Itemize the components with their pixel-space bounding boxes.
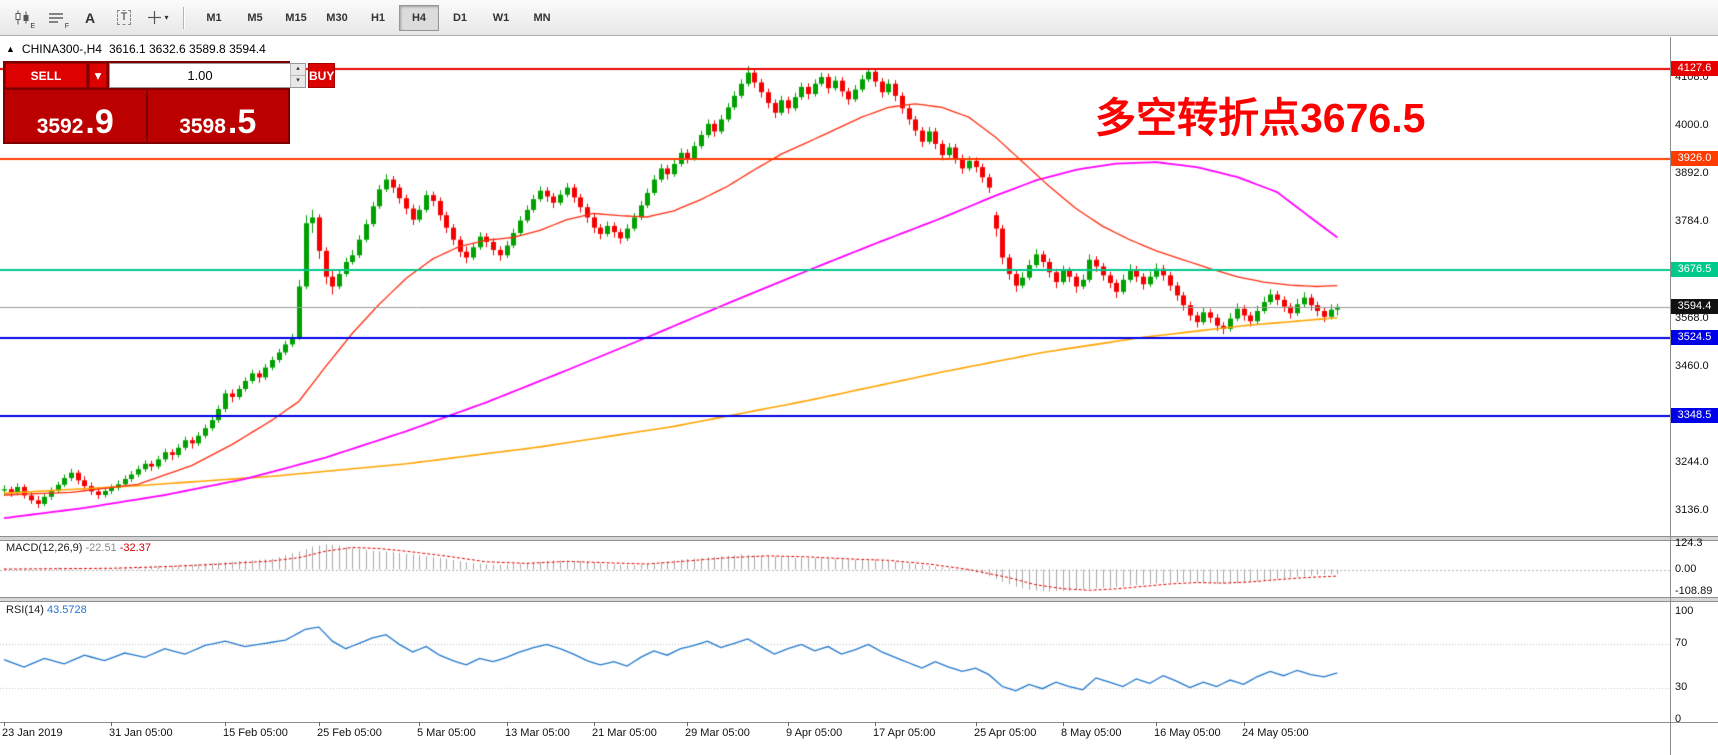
macd-label: MACD(12,26,9) -22.51 -32.37 — [6, 542, 151, 554]
time-axis-tick — [507, 722, 508, 726]
macd-name: MACD(12,26,9) — [6, 542, 83, 554]
time-axis-tick — [788, 722, 789, 726]
time-axis-label: 16 May 05:00 — [1154, 727, 1221, 739]
price-axis-separator — [1670, 37, 1671, 755]
rsi-name: RSI(14) — [6, 604, 44, 616]
time-axis-label: 25 Feb 05:00 — [317, 727, 382, 739]
time-axis-tick — [419, 722, 420, 726]
time-axis-label: 17 Apr 05:00 — [873, 727, 936, 739]
price-axis[interactable] — [1671, 37, 1718, 722]
time-axis-label: 8 May 05:00 — [1061, 727, 1122, 739]
ask-main-digits: 3598 — [179, 115, 226, 138]
price-tick-label: 3784.0 — [1675, 215, 1709, 228]
time-axis[interactable] — [0, 722, 1718, 755]
macd-axis-label: 124.3 — [1675, 537, 1703, 550]
rsi-value: 43.5728 — [46, 604, 87, 616]
rsi-label: RSI(14) 43.5728 — [6, 604, 87, 616]
rsi-axis-label: 0 — [1675, 713, 1682, 725]
time-axis-label: 15 Feb 05:00 — [223, 727, 288, 739]
time-axis-label: 31 Jan 05:00 — [109, 727, 173, 739]
price-level-badge: 4127.6 — [1671, 61, 1718, 77]
price-level-badge: 3676.5 — [1671, 262, 1718, 278]
time-axis-label: 25 Apr 05:00 — [974, 727, 1037, 739]
time-axis-label: 23 Jan 2019 — [2, 727, 63, 739]
macd-value-signal: -32.37 — [119, 542, 151, 554]
price-tick-label: 4000.0 — [1675, 119, 1709, 132]
symbol-label: CHINA300-,H4 — [21, 42, 102, 56]
time-axis-tick — [111, 722, 112, 726]
volume-input[interactable] — [110, 64, 290, 87]
time-axis-tick — [687, 722, 688, 726]
volume-spinner: ▴ ▾ — [290, 64, 305, 87]
time-axis-tick — [1244, 722, 1245, 726]
volume-decrease-button[interactable]: ▾ — [290, 76, 305, 87]
time-axis-label: 13 Mar 05:00 — [505, 727, 570, 739]
ohlc-values: 3616.1 3632.6 3589.8 3594.4 — [108, 42, 266, 56]
pane-divider-macd[interactable] — [0, 536, 1718, 541]
time-axis-tick — [976, 722, 977, 726]
time-axis-label: 24 May 05:00 — [1242, 727, 1309, 739]
price-tick-label: 3136.0 — [1675, 504, 1709, 517]
time-axis-tick — [1063, 722, 1064, 726]
price-tick-label: 3460.0 — [1675, 359, 1709, 372]
price-level-badge: 3926.0 — [1671, 151, 1718, 167]
one-click-collapse-icon[interactable]: ▲ — [6, 44, 15, 54]
trade-controls-row: SELL ▾ ▴ ▾ BUY — [5, 63, 336, 88]
bid-ask-row: 3592.9 3598.5 — [5, 90, 288, 142]
time-axis-tick — [1156, 722, 1157, 726]
one-click-trading-panel: SELL ▾ ▴ ▾ BUY 3592.9 3598.5 — [3, 61, 336, 144]
order-type-dropdown[interactable]: ▾ — [89, 63, 107, 88]
ask-pip-digit: .5 — [227, 103, 257, 142]
time-axis-label: 5 Mar 05:00 — [417, 727, 476, 739]
time-axis-label: 9 Apr 05:00 — [786, 727, 843, 739]
ask-price-panel[interactable]: 3598.5 — [147, 90, 288, 142]
rsi-axis-label: 30 — [1675, 680, 1688, 693]
volume-increase-button[interactable]: ▴ — [290, 64, 305, 76]
rsi-axis-label: 100 — [1675, 605, 1694, 617]
time-axis-label: 29 Mar 05:00 — [685, 727, 750, 739]
macd-axis-label: -108.89 — [1675, 584, 1713, 597]
macd-axis-label: 0.00 — [1675, 562, 1697, 575]
time-axis-tick — [4, 722, 5, 726]
time-axis-tick — [875, 722, 876, 726]
price-tick-label: 3244.0 — [1675, 455, 1709, 468]
sell-button[interactable]: SELL — [5, 63, 87, 88]
price-level-badge: 3348.5 — [1671, 408, 1718, 424]
time-axis-tick — [594, 722, 595, 726]
chevron-down-icon: ▾ — [94, 67, 102, 83]
chart-text-annotation: 多空转折点3676.5 — [1095, 95, 1426, 141]
pane-divider-rsi[interactable] — [0, 597, 1718, 602]
symbol-ohlc-line: ▲ CHINA300-,H4 3616.1 3632.6 3589.8 3594… — [6, 42, 266, 56]
rsi-axis-label: 70 — [1675, 637, 1688, 650]
price-tick-label: 3568.0 — [1675, 311, 1709, 324]
bid-price-panel[interactable]: 3592.9 — [5, 90, 146, 142]
price-level-badge: 3524.5 — [1671, 329, 1718, 345]
time-axis-tick — [225, 722, 226, 726]
time-axis-tick — [319, 722, 320, 726]
current-price-badge: 3594.4 — [1671, 298, 1718, 314]
volume-box: ▴ ▾ — [109, 63, 306, 88]
buy-button[interactable]: BUY — [308, 63, 336, 88]
bid-pip-digit: .9 — [85, 103, 114, 142]
macd-value-main: -22.51 — [85, 542, 117, 554]
price-tick-label: 3892.0 — [1675, 167, 1709, 180]
bid-main-digits: 3592 — [36, 115, 84, 138]
time-axis-label: 21 Mar 05:00 — [592, 727, 657, 739]
